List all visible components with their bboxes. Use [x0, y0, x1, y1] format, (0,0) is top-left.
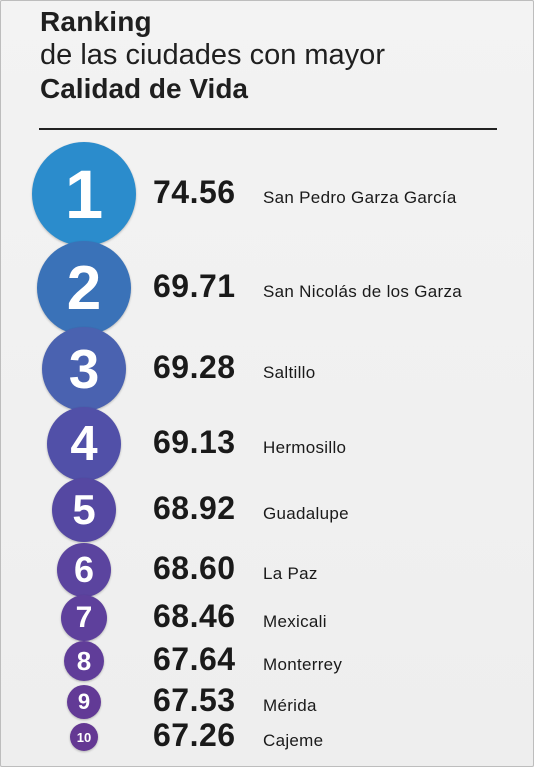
rank-badge-5: 5 — [52, 478, 116, 542]
city-name-8: Monterrey — [263, 655, 343, 674]
score-value-1: 74.56 — [153, 174, 236, 210]
score-value-6: 68.60 — [153, 550, 236, 586]
title-block: Ranking de las ciudades con mayor Calida… — [40, 6, 385, 106]
rank-badge-1: 1 — [32, 142, 136, 246]
rank-badge-6: 6 — [57, 543, 111, 597]
city-name-3: Saltillo — [263, 363, 316, 382]
title-line-3: Calidad de Vida — [40, 73, 248, 104]
city-name-1: San Pedro Garza García — [263, 188, 457, 207]
score-value-10: 67.26 — [153, 717, 236, 753]
title-line-1: Ranking — [40, 6, 152, 37]
city-name-6: La Paz — [263, 564, 318, 583]
title-line-2: de las ciudades con mayor — [40, 39, 385, 71]
score-value-4: 69.13 — [153, 424, 236, 460]
rank-badge-8: 8 — [64, 641, 104, 681]
score-value-7: 68.46 — [153, 598, 236, 634]
rank-badge-7: 7 — [61, 595, 107, 641]
score-value-5: 68.92 — [153, 490, 236, 526]
rank-badge-3: 3 — [42, 327, 126, 411]
city-name-2: San Nicolás de los Garza — [263, 282, 463, 301]
rank-badge-2: 2 — [37, 241, 131, 335]
city-name-10: Cajeme — [263, 731, 324, 750]
rank-badge-4: 4 — [47, 407, 121, 481]
city-name-5: Guadalupe — [263, 504, 349, 523]
rank-badge-9: 9 — [67, 685, 101, 719]
score-value-3: 69.28 — [153, 349, 236, 385]
score-value-2: 69.71 — [153, 268, 236, 304]
score-value-9: 67.53 — [153, 682, 236, 718]
score-value-8: 67.64 — [153, 641, 236, 677]
city-name-7: Mexicali — [263, 612, 327, 631]
title-divider — [39, 128, 497, 130]
city-name-4: Hermosillo — [263, 438, 347, 457]
city-name-9: Mérida — [263, 696, 317, 715]
rank-badge-10: 10 — [70, 723, 98, 751]
